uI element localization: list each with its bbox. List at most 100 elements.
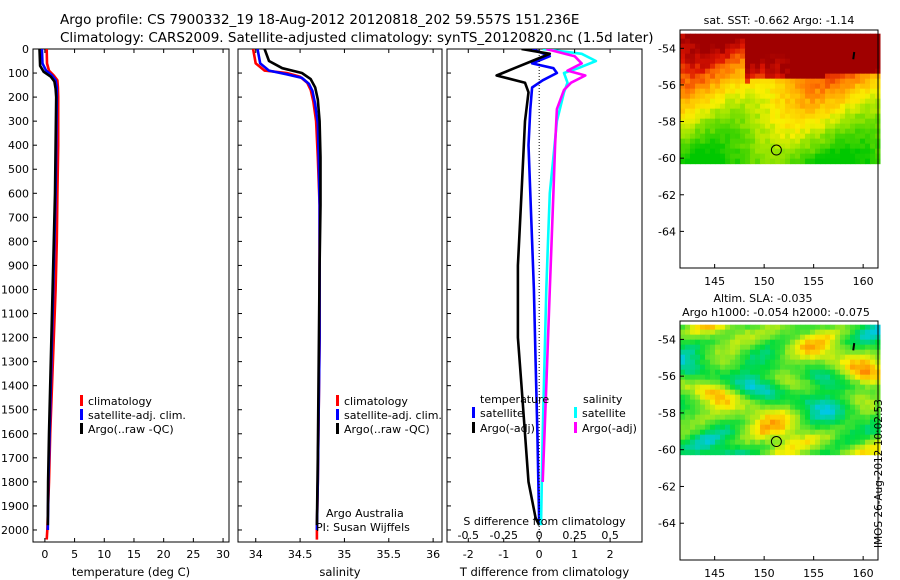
sst_map-heatmap-cell — [860, 63, 866, 70]
sst_map-heatmap-cell — [750, 93, 756, 100]
sla_map-heatmap-cell — [760, 429, 766, 436]
sst_map-heatmap-cell — [800, 53, 806, 60]
sla-map-subtitle: Argo h1000: -0.054 h2000: -0.075 — [682, 306, 870, 319]
sla_map-heatmap-cell — [785, 439, 791, 446]
sst_map-heatmap-cell — [810, 93, 816, 100]
sla_map-heatmap-cell — [845, 444, 851, 451]
sst_map-heatmap-cell — [770, 48, 776, 55]
sla_map-heatmap-cell — [770, 419, 776, 426]
sla_map-heatmap-cell — [690, 424, 696, 431]
sst_map-heatmap-cell — [845, 63, 851, 70]
sst_map-heatmap-cell — [695, 123, 701, 130]
sla_map-heatmap-cell — [785, 354, 791, 361]
sla_map-heatmap-cell — [815, 394, 821, 401]
sla_map-heatmap-cell — [870, 389, 876, 396]
sst_map-heatmap-cell — [700, 68, 706, 75]
sla_map-heatmap-cell — [810, 409, 816, 416]
temperature-ytick-label: 1200 — [1, 332, 29, 345]
sst_map-heatmap-cell — [830, 88, 836, 95]
sst_map-heatmap-cell — [745, 153, 751, 160]
sla_map-heatmap-cell — [820, 344, 826, 351]
sla_map-heatmap-cell — [685, 394, 691, 401]
sla_map-heatmap-cell — [730, 399, 736, 406]
sst_map-heatmap-cell — [865, 158, 871, 165]
sla_map-heatmap-cell — [855, 349, 861, 356]
sst_map-heatmap-cell — [705, 48, 711, 55]
sst_map-heatmap-cell — [820, 128, 826, 135]
sst_map-heatmap-cell — [840, 138, 846, 145]
sst_map-heatmap-cell — [755, 88, 761, 95]
sla_map-heatmap-cell — [840, 399, 846, 406]
sla_map-heatmap-cell — [795, 414, 801, 421]
sst_map-heatmap-cell — [725, 83, 731, 90]
sla_map-heatmap-cell — [775, 434, 781, 441]
sla_map-heatmap-cell — [835, 359, 841, 366]
sst_map-heatmap-cell — [715, 128, 721, 135]
sst_map-heatmap-cell — [865, 38, 871, 45]
sst_map-heatmap-cell — [725, 133, 731, 140]
sla_map-heatmap-cell — [690, 439, 696, 446]
sst_map-heatmap-cell — [790, 158, 796, 165]
sst_map-heatmap-cell — [830, 58, 836, 65]
sla_map-heatmap-cell — [790, 424, 796, 431]
sst_map-heatmap-cell — [850, 98, 856, 105]
sst_map-heatmap-cell — [800, 78, 806, 85]
sst_map-heatmap-cell — [740, 143, 746, 150]
sla_map-heatmap-cell — [695, 404, 701, 411]
sst_map-heatmap-cell — [830, 43, 836, 50]
sla-map-title: Altim. SLA: -0.035 — [713, 292, 812, 305]
sst_map-heatmap-cell — [725, 63, 731, 70]
sla_map-heatmap-cell — [680, 389, 686, 396]
sla_map-heatmap-cell — [765, 339, 771, 346]
sla_map-heatmap-cell — [685, 349, 691, 356]
sst_map-heatmap-cell — [740, 48, 746, 55]
sst_map-heatmap-cell — [765, 93, 771, 100]
sst_map-heatmap-cell — [870, 88, 876, 95]
sst_map-heatmap-cell — [835, 48, 841, 55]
sla_map-heatmap-cell — [830, 364, 836, 371]
sst_map-heatmap-cell — [725, 48, 731, 55]
sst_map-heatmap-cell — [735, 93, 741, 100]
sst_map-heatmap-cell — [870, 118, 876, 125]
sst_map-heatmap-cell — [845, 48, 851, 55]
sst_map-heatmap-cell — [840, 33, 846, 40]
sst_map-heatmap-cell — [840, 63, 846, 70]
sla_map-heatmap-cell — [700, 409, 706, 416]
sst_map-heatmap-cell — [760, 103, 766, 110]
sla_map-heatmap-cell — [755, 369, 761, 376]
sst_map-ytick-label: -54 — [658, 42, 676, 55]
sst_map-heatmap-cell — [750, 118, 756, 125]
sst_map-heatmap-cell — [690, 123, 696, 130]
sst_map-heatmap-cell — [810, 33, 816, 40]
sla_map-heatmap-cell — [685, 444, 691, 451]
sst_map-heatmap-cell — [865, 103, 871, 110]
sst_map-heatmap-cell — [680, 158, 686, 165]
sst_map-heatmap-cell — [730, 113, 736, 120]
sst_map-heatmap-cell — [705, 73, 711, 80]
sla_map-heatmap-cell — [770, 344, 776, 351]
sst_map-heatmap-cell — [755, 68, 761, 75]
sst_map-heatmap-cell — [830, 48, 836, 55]
sla_map-heatmap-cell — [855, 354, 861, 361]
sla_map-heatmap-cell — [690, 329, 696, 336]
sla_map-heatmap-cell — [755, 414, 761, 421]
sla_map-heatmap-cell — [855, 329, 861, 336]
sla_map-heatmap-cell — [855, 369, 861, 376]
sla_map-heatmap-cell — [740, 374, 746, 381]
sla_map-heatmap-cell — [740, 379, 746, 386]
sla_map-heatmap-cell — [680, 354, 686, 361]
sla_map-heatmap-cell — [680, 384, 686, 391]
sst_map-heatmap-cell — [850, 158, 856, 165]
sst_map-heatmap-cell — [760, 93, 766, 100]
sla_map-heatmap-cell — [780, 404, 786, 411]
sst_map-heatmap-cell — [835, 83, 841, 90]
sla_map-heatmap-cell — [710, 329, 716, 336]
sst_map-heatmap-cell — [730, 103, 736, 110]
sla_map-heatmap-cell — [735, 354, 741, 361]
sla_map-heatmap-cell — [820, 449, 826, 456]
sla_map-heatmap-cell — [730, 354, 736, 361]
sst_map-ytick-label: -64 — [658, 225, 676, 238]
sst_map-heatmap-cell — [800, 148, 806, 155]
sst_map-heatmap-cell — [705, 83, 711, 90]
